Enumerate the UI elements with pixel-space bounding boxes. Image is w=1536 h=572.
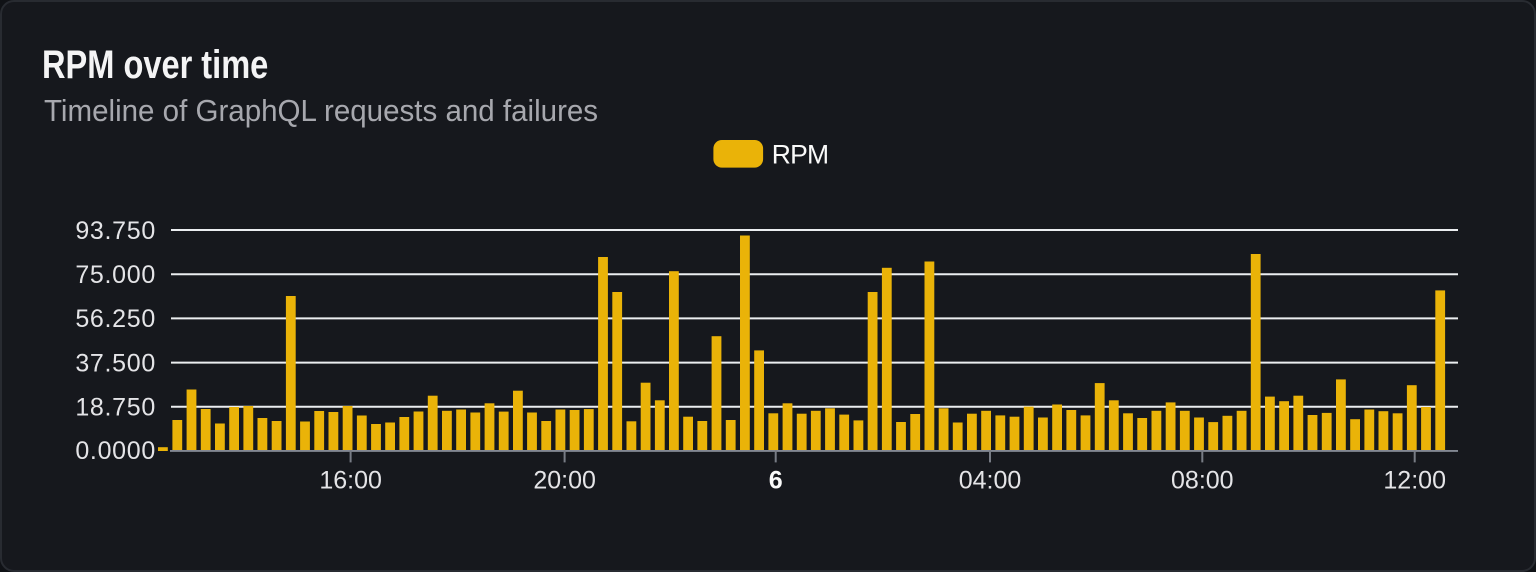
svg-text:12:00: 12:00 bbox=[1383, 467, 1446, 495]
svg-text:93.750: 93.750 bbox=[75, 217, 156, 245]
svg-text:20:00: 20:00 bbox=[533, 467, 596, 495]
svg-text:18.750: 18.750 bbox=[75, 394, 156, 422]
svg-text:37.500: 37.500 bbox=[75, 349, 156, 377]
svg-text:04:00: 04:00 bbox=[959, 467, 1022, 495]
svg-text:16:00: 16:00 bbox=[319, 467, 382, 495]
svg-text:0.0000: 0.0000 bbox=[75, 437, 156, 465]
svg-text:08:00: 08:00 bbox=[1171, 467, 1234, 495]
svg-text:6: 6 bbox=[769, 467, 783, 495]
svg-text:RPM: RPM bbox=[772, 140, 829, 170]
svg-text:75.000: 75.000 bbox=[75, 261, 156, 289]
svg-text:56.250: 56.250 bbox=[75, 305, 156, 333]
